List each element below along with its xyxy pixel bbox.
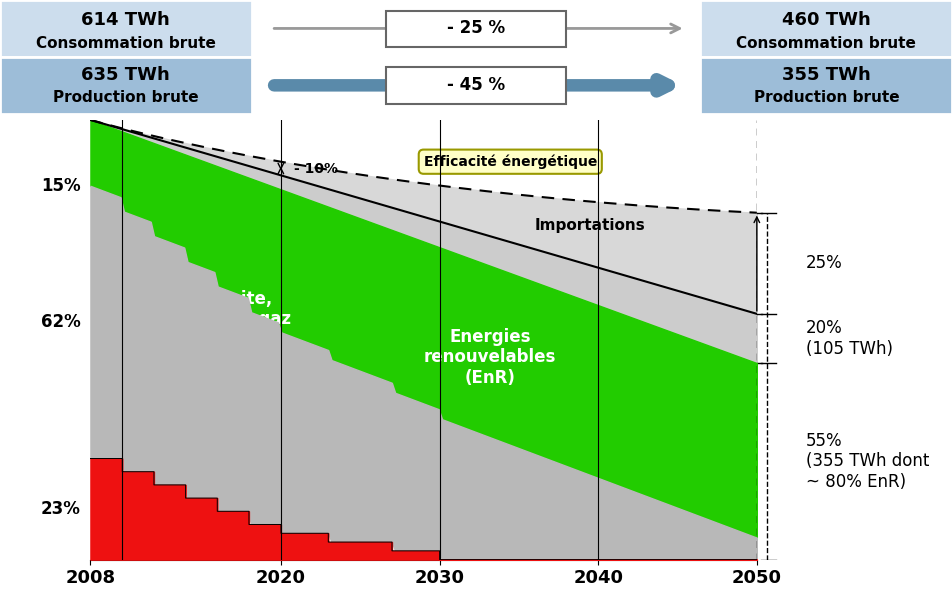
Text: Consommation brute: Consommation brute	[737, 36, 916, 50]
Text: 62%: 62%	[41, 313, 80, 331]
FancyBboxPatch shape	[386, 67, 566, 103]
Text: - 10%: - 10%	[293, 162, 338, 175]
Text: Production brute: Production brute	[754, 90, 899, 105]
Text: 23%: 23%	[41, 500, 80, 518]
Text: Lignite,
houille, gaz: Lignite, houille, gaz	[183, 290, 291, 328]
Bar	[0, 57, 252, 114]
Text: Importations: Importations	[535, 218, 645, 233]
Text: - 45 %: - 45 %	[446, 76, 506, 94]
Text: 15%: 15%	[41, 177, 80, 195]
Text: 355 TWh: 355 TWh	[782, 66, 871, 84]
Text: Efficacité énergétique: Efficacité énergétique	[424, 154, 597, 169]
Text: 20%
(105 TWh): 20% (105 TWh)	[805, 319, 893, 358]
Bar	[0, 0, 252, 57]
FancyBboxPatch shape	[386, 11, 566, 47]
Text: 614 TWh: 614 TWh	[81, 12, 170, 30]
Bar	[700, 57, 952, 114]
Text: Production brute: Production brute	[53, 90, 198, 105]
Text: 55%
(355 TWh dont
~ 80% EnR): 55% (355 TWh dont ~ 80% EnR)	[805, 432, 929, 491]
Text: Energies
renouvelables
(EnR): Energies renouvelables (EnR)	[424, 328, 557, 387]
Text: - 25 %: - 25 %	[446, 20, 506, 38]
Text: 460 TWh: 460 TWh	[782, 12, 871, 30]
Text: Nucléaire: Nucléaire	[130, 493, 212, 508]
Text: Consommation brute: Consommation brute	[36, 36, 215, 50]
Bar	[700, 0, 952, 57]
Text: 25%: 25%	[805, 254, 843, 272]
Text: 635 TWh: 635 TWh	[81, 66, 170, 84]
